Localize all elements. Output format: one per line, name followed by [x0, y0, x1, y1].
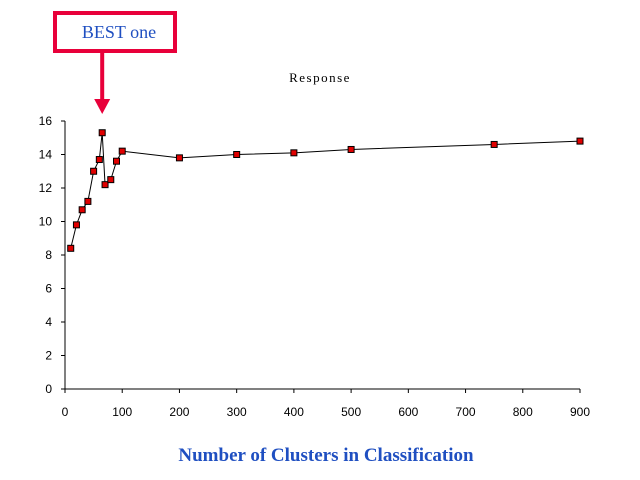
data-point — [113, 157, 120, 165]
data-point — [84, 197, 92, 205]
data-point — [233, 151, 241, 158]
data-point — [175, 154, 183, 162]
chart-title: Response — [289, 70, 351, 85]
callout-text: BEST one — [82, 22, 156, 42]
data-point — [67, 244, 75, 252]
y-tick-label: 10 — [39, 215, 53, 229]
data-point — [576, 137, 584, 145]
y-tick-label: 16 — [39, 114, 53, 128]
axes — [64, 121, 580, 390]
y-axis-ticks: 0 2 4 6 8 10 12 14 16 — [39, 114, 65, 396]
data-point — [90, 167, 98, 175]
data-point — [95, 156, 103, 164]
y-tick-label: 6 — [45, 282, 52, 296]
data-point — [98, 129, 106, 137]
data-point — [290, 149, 298, 157]
x-tick-label: 500 — [341, 405, 361, 419]
data-point — [490, 140, 498, 148]
x-tick-label: 900 — [570, 405, 590, 419]
x-tick-label: 200 — [169, 405, 189, 419]
x-tick-label: 700 — [456, 405, 476, 419]
x-tick-label: 300 — [227, 405, 247, 419]
y-tick-label: 0 — [45, 382, 52, 396]
x-tick-label: 400 — [284, 405, 304, 419]
x-tick-label: 800 — [513, 405, 533, 419]
data-point — [107, 176, 115, 184]
x-axis-label: Number of Clusters in Classification — [178, 445, 474, 466]
series-line — [70, 132, 581, 249]
y-tick-label: 14 — [39, 148, 53, 162]
data-point — [101, 181, 109, 189]
data-series — [67, 129, 584, 252]
best-one-callout: BEST one — [53, 11, 177, 114]
data-point — [118, 147, 126, 155]
x-axis-ticks: 0 100 200 300 400 500 600 700 800 900 — [62, 389, 590, 419]
data-point — [78, 206, 86, 214]
data-point — [347, 145, 355, 153]
y-tick-label: 4 — [45, 315, 52, 329]
x-tick-label: 100 — [112, 405, 132, 419]
x-tick-label: 0 — [62, 405, 69, 419]
y-tick-label: 8 — [45, 248, 52, 262]
callout-box — [53, 11, 177, 53]
data-point — [72, 221, 80, 229]
callout-arrow-head — [94, 99, 111, 114]
x-tick-label: 600 — [398, 405, 418, 419]
y-tick-label: 12 — [39, 181, 53, 195]
y-tick-label: 2 — [45, 349, 52, 363]
